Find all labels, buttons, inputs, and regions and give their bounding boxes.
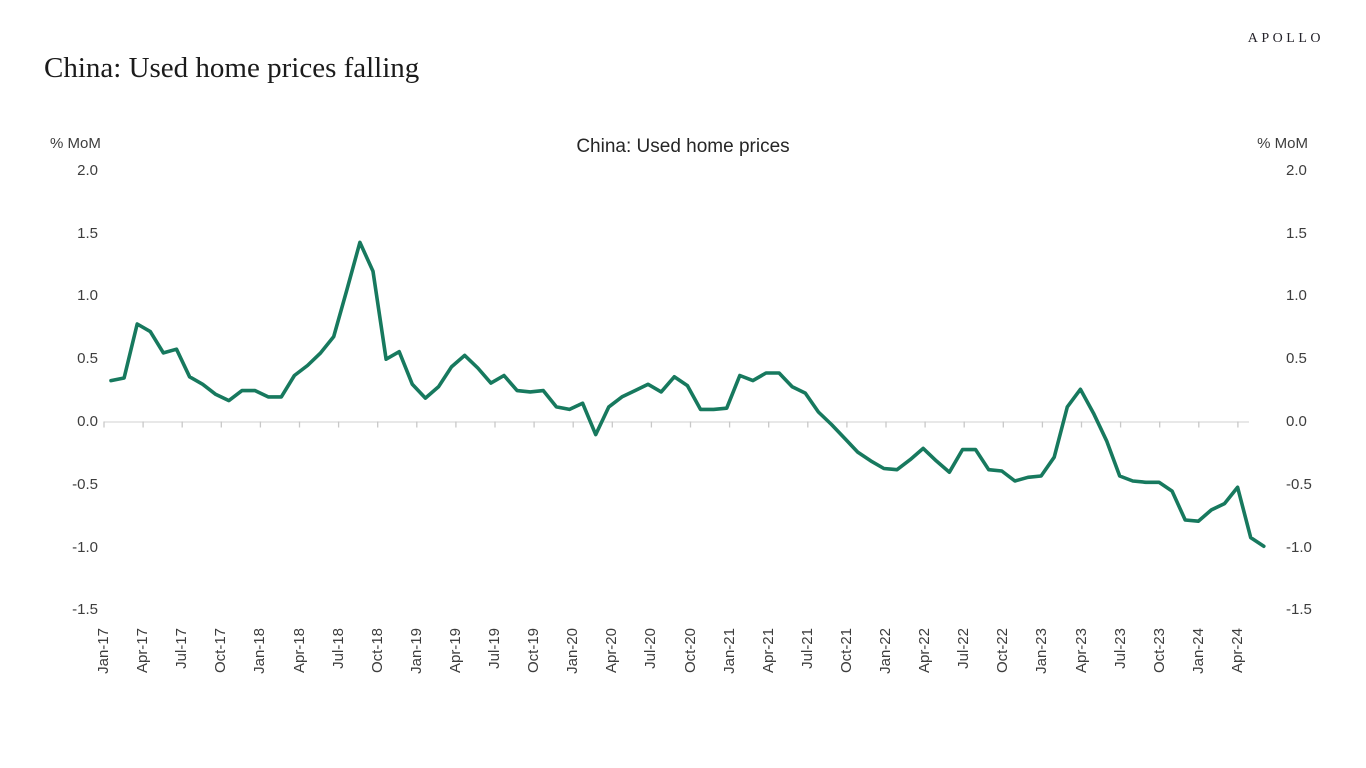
x-tick-label: Jul-22: [955, 628, 972, 669]
y-tick-label-right: -1.5: [1286, 601, 1312, 618]
x-tick-label: Apr-21: [760, 628, 777, 674]
x-tick-label: Apr-23: [1073, 628, 1090, 674]
y-tick-label-right: 1.5: [1286, 225, 1307, 242]
price-series-line: [109, 240, 1266, 549]
axis-tick-marks: [103, 421, 1239, 428]
y-tick-label-left: 1.5: [77, 225, 98, 242]
x-tick-label: Jan-18: [251, 628, 268, 674]
x-tick-label: Jul-23: [1112, 628, 1129, 669]
y-tick-label-right: 0.5: [1286, 350, 1307, 367]
y-tick-label-left: 2.0: [77, 162, 98, 179]
x-tick-label: Oct-18: [369, 628, 386, 674]
apollo-logo: APOLLO: [1247, 31, 1324, 46]
x-tick-label: Jan-23: [1033, 628, 1050, 674]
x-tick-label: Jul-17: [173, 628, 190, 669]
left-axis-unit-label: % MoM: [50, 135, 101, 152]
y-tick-label-right: -0.5: [1286, 476, 1312, 493]
x-tick-label: Oct-20: [682, 628, 699, 674]
x-tick-label: Jan-19: [408, 628, 425, 674]
x-tick-label: Apr-18: [291, 628, 308, 674]
x-tick-label: Jul-20: [642, 628, 659, 669]
x-tick-label: Jan-17: [95, 628, 112, 674]
x-tick-label: Apr-22: [916, 628, 933, 674]
y-tick-label-left: 0.0: [77, 413, 98, 430]
y-tick-label-right: 2.0: [1286, 162, 1307, 179]
x-tick-label: Oct-17: [212, 628, 229, 674]
y-tick-label-right: 1.0: [1286, 287, 1307, 304]
x-tick-label: Oct-21: [838, 628, 855, 674]
x-tick-label: Jul-19: [486, 628, 503, 669]
x-tick-label: Oct-22: [994, 628, 1011, 674]
x-tick-label: Jan-21: [721, 628, 738, 674]
x-tick-label: Apr-20: [603, 628, 620, 674]
x-tick-label: Apr-24: [1229, 628, 1246, 674]
y-tick-label-right: 0.0: [1286, 413, 1307, 430]
x-tick-label: Jan-22: [877, 628, 894, 674]
x-tick-label: Oct-19: [525, 628, 542, 674]
x-tick-label: Apr-17: [134, 628, 151, 674]
x-tick-label: Jul-18: [330, 628, 347, 669]
page-title: China: Used home prices falling: [44, 52, 420, 84]
y-tick-label-right: -1.0: [1286, 539, 1312, 556]
chart-title: China: Used home prices: [576, 136, 790, 157]
x-tick-label: Jul-21: [799, 628, 816, 669]
x-tick-label: Apr-19: [447, 628, 464, 674]
right-axis-unit-label: % MoM: [1257, 135, 1308, 152]
x-tick-label: Oct-23: [1151, 628, 1168, 674]
y-tick-label-left: 1.0: [77, 287, 98, 304]
x-tick-label: Jan-24: [1190, 628, 1207, 674]
y-tick-label-left: -1.5: [72, 601, 98, 618]
y-tick-label-left: -0.5: [72, 476, 98, 493]
y-tick-label-left: 0.5: [77, 350, 98, 367]
x-tick-label: Jan-20: [564, 628, 581, 674]
y-tick-label-left: -1.0: [72, 539, 98, 556]
